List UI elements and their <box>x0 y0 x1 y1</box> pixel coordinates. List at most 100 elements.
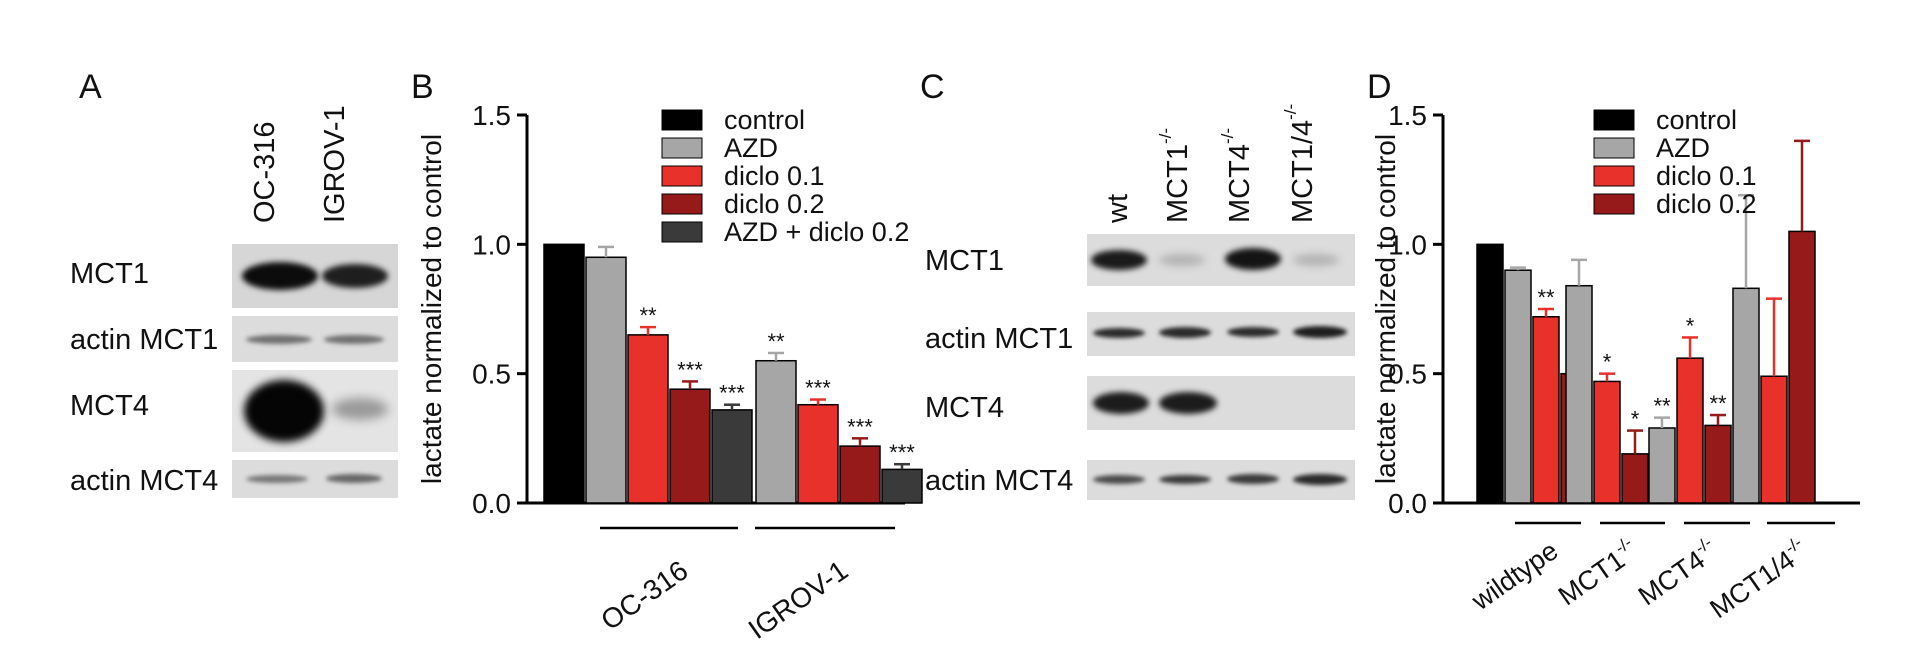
bar <box>1704 424 1732 504</box>
row-label-mct1: MCT1 <box>70 258 149 290</box>
legend-swatch <box>1593 193 1635 215</box>
band <box>242 262 318 290</box>
band <box>322 264 388 288</box>
significance-label: *** <box>677 357 703 382</box>
y-tick-label: 0.0 <box>1388 488 1427 519</box>
group-label: MCT1/4-/- <box>1703 533 1814 624</box>
bar <box>543 243 585 504</box>
bar <box>1593 380 1621 504</box>
y-tick-label: 1.0 <box>1388 229 1427 260</box>
band <box>1293 326 1347 338</box>
blot-mct1-c <box>1087 234 1355 286</box>
bar <box>1532 316 1560 504</box>
band <box>326 474 382 483</box>
legend-label: control <box>1656 105 1737 135</box>
y-tick-label: 1.0 <box>472 229 511 260</box>
legend-label: diclo 0.1 <box>724 161 825 191</box>
bar <box>1648 427 1676 504</box>
blot-mct4 <box>232 370 398 452</box>
band <box>1093 392 1149 414</box>
bar <box>1676 357 1704 504</box>
bar <box>881 468 923 504</box>
panel-letter-a: A <box>79 68 102 106</box>
row-label-actin-mct1: actin MCT1 <box>70 324 219 356</box>
legend-label: diclo 0.1 <box>1656 161 1757 191</box>
blot-actin-mct1 <box>232 316 398 362</box>
row-label-actin-mct4: actin MCT4 <box>70 465 219 497</box>
legend-swatch <box>1593 109 1635 131</box>
panel-letter-b: B <box>411 68 434 106</box>
panel-letter-d: D <box>1367 68 1392 106</box>
significance-label: ** <box>767 329 785 354</box>
band <box>1227 474 1279 484</box>
band <box>1093 328 1145 338</box>
band <box>1159 392 1217 414</box>
bar <box>1621 453 1649 504</box>
bar <box>1476 243 1504 504</box>
y-tick-label: 1.5 <box>1388 100 1427 131</box>
legend-swatch <box>661 221 703 243</box>
y-axis-label: lactate normalized to control <box>416 134 447 484</box>
legend-label: diclo 0.2 <box>1656 189 1757 219</box>
bar <box>669 388 711 504</box>
blot-actin-mct1-c <box>1087 312 1355 356</box>
band <box>1225 248 1281 270</box>
legend-label: control <box>724 105 805 135</box>
group-label-superscript: -/- <box>1691 533 1715 558</box>
significance-label: *** <box>847 414 873 439</box>
y-tick-label: 0.5 <box>472 359 511 390</box>
group-label-superscript: -/- <box>1781 533 1805 558</box>
band <box>1091 250 1147 270</box>
row-label-mct4-c: MCT4 <box>925 392 1004 424</box>
blot-mct4-c <box>1087 376 1355 430</box>
group-label: MCT1-/- <box>1551 533 1643 611</box>
row-label-actin-mct4-c: actin MCT4 <box>925 465 1074 497</box>
band <box>324 335 384 344</box>
significance-label: ** <box>1537 285 1555 310</box>
bar <box>585 256 627 504</box>
band <box>246 335 312 344</box>
band <box>1293 474 1347 485</box>
bar <box>1504 269 1532 504</box>
legend-swatch <box>661 109 703 131</box>
band <box>244 380 324 442</box>
row-label-mct1-c: MCT1 <box>925 245 1004 277</box>
significance-label: * <box>1603 350 1612 375</box>
significance-label: ** <box>1653 394 1671 419</box>
blot-mct1 <box>232 244 398 308</box>
significance-label: *** <box>719 381 745 406</box>
group-label: wildtype <box>1466 535 1564 616</box>
bar <box>1788 230 1816 504</box>
panel-letter-c: C <box>920 68 945 106</box>
band <box>332 398 388 420</box>
significance-label: * <box>1686 313 1695 338</box>
significance-label: ** <box>639 303 657 328</box>
blot-actin-mct4 <box>232 460 398 498</box>
legend-swatch <box>661 193 703 215</box>
band <box>1293 254 1339 266</box>
band <box>1159 327 1211 338</box>
y-tick-label: 1.5 <box>472 100 511 131</box>
legend-swatch <box>661 137 703 159</box>
y-tick-label: 0.5 <box>1388 359 1427 390</box>
bar <box>627 334 669 504</box>
bar <box>1760 375 1788 504</box>
significance-label: * <box>1631 407 1640 432</box>
legend-swatch <box>1593 165 1635 187</box>
significance-label: *** <box>889 440 915 465</box>
band <box>1093 475 1145 484</box>
legend-label: AZD <box>1656 133 1710 163</box>
blot-actin-mct4-c <box>1087 460 1355 500</box>
legend-label: AZD <box>724 133 778 163</box>
group-label-superscript: -/- <box>1611 533 1635 558</box>
band <box>1227 327 1279 337</box>
legend-swatch <box>1593 137 1635 159</box>
band <box>1159 254 1205 266</box>
y-tick-label: 0.0 <box>472 488 511 519</box>
band <box>1159 475 1211 484</box>
row-label-mct4: MCT4 <box>70 390 149 422</box>
band <box>246 475 308 483</box>
legend-swatch <box>661 165 703 187</box>
